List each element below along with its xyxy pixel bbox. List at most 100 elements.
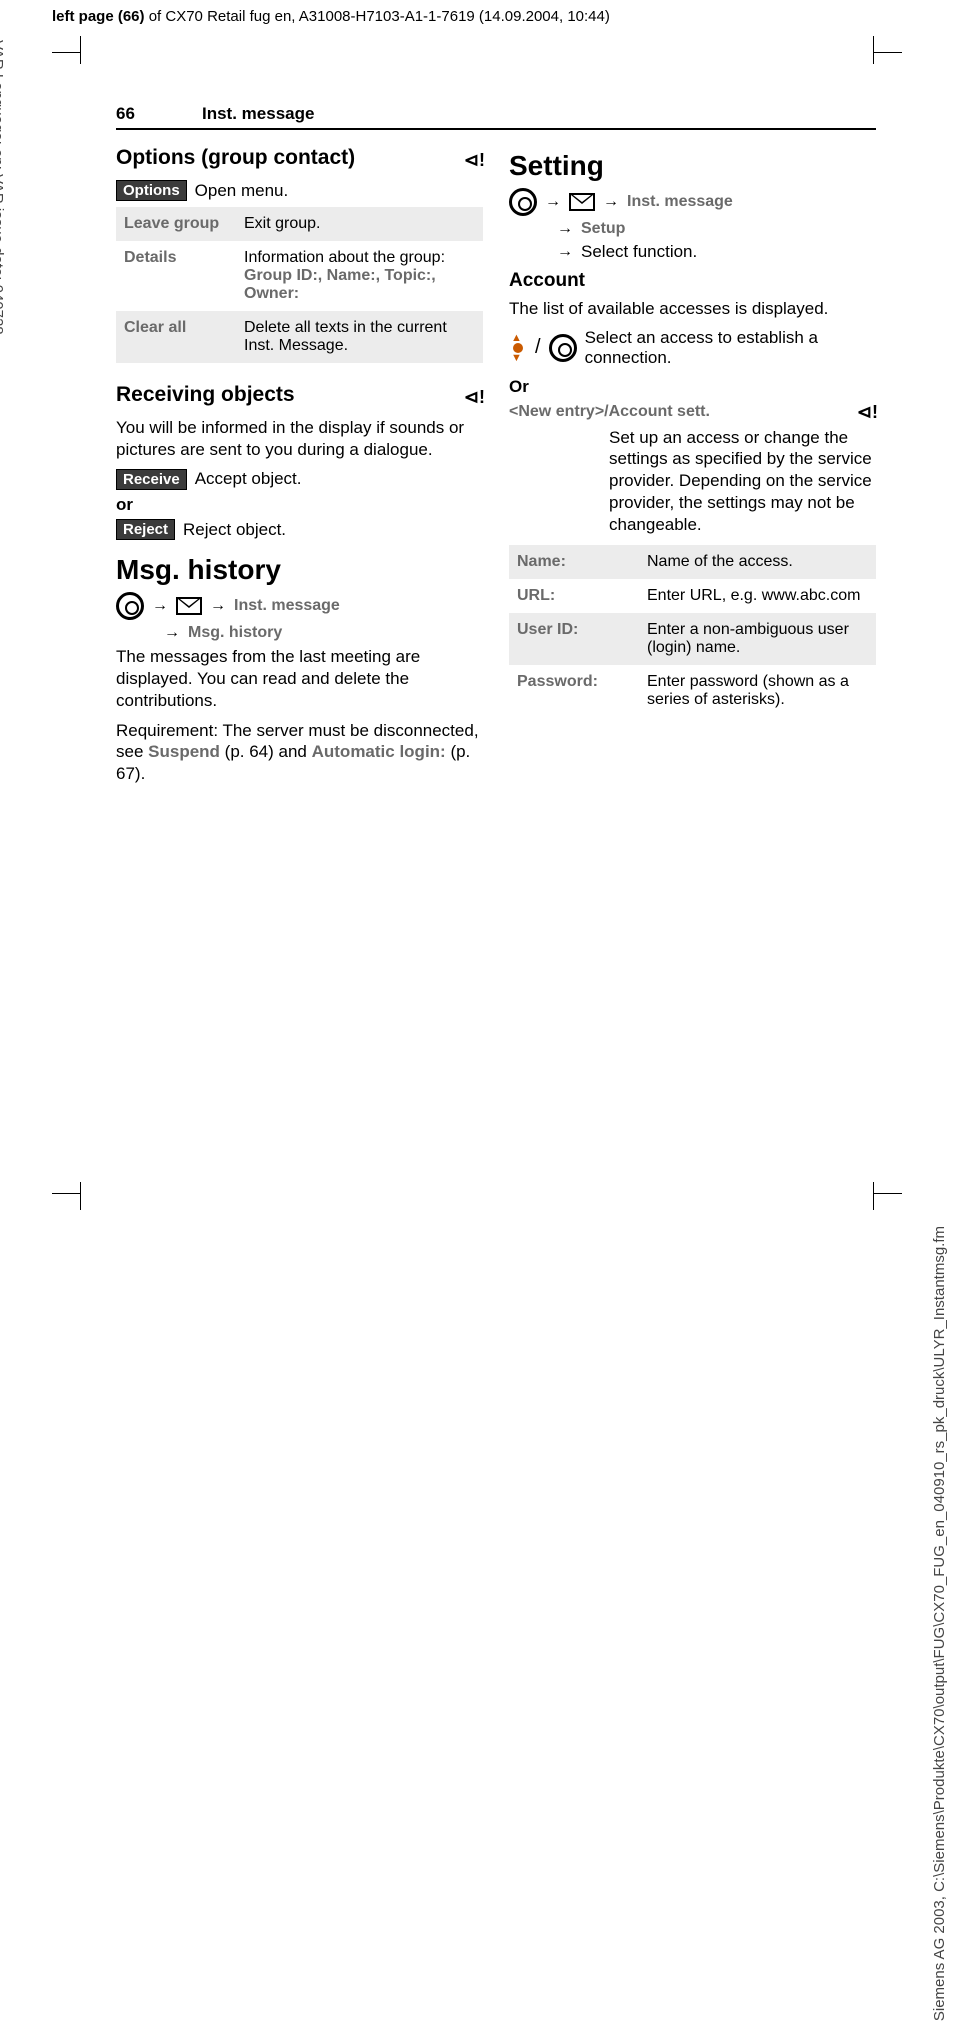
nav-path-row: → → Inst. message xyxy=(116,592,483,620)
nav-path-row: → → Inst. message xyxy=(509,188,876,216)
table-row: Leave group Exit group. xyxy=(116,207,483,241)
service-provider-icon xyxy=(464,387,483,408)
arrow-icon: → xyxy=(557,220,573,238)
doc-header: left page (66) of CX70 Retail fug en, A3… xyxy=(52,8,610,25)
page-number: 66 xyxy=(116,104,202,124)
msg-history-p1: The messages from the last meeting are d… xyxy=(116,646,483,711)
page-header-bar: 66 Inst. message xyxy=(116,104,876,130)
envelope-icon xyxy=(176,597,202,615)
right-column: Setting → → Inst. message → Setup → Sele… xyxy=(509,144,876,793)
opt-val: Information about the group: Group ID:, … xyxy=(236,241,483,311)
heading-msg-history: Msg. history xyxy=(116,554,483,586)
arrow-icon: → xyxy=(557,243,573,261)
nav-setup: Setup xyxy=(581,220,625,238)
sett-val: Name of the access. xyxy=(639,545,876,579)
table-row: URL: Enter URL, e.g. www.abc.com xyxy=(509,579,876,613)
opt-val: Exit group. xyxy=(236,207,483,241)
open-menu-text: Open menu. xyxy=(195,181,289,201)
envelope-icon xyxy=(569,193,595,211)
sett-key: User ID: xyxy=(509,613,639,665)
or-text: or xyxy=(116,494,483,516)
sett-val: Enter a non-ambiguous user (login) name. xyxy=(639,613,876,665)
sett-val: Enter password (shown as a series of ast… xyxy=(639,665,876,717)
arrow-icon: → xyxy=(152,597,168,615)
table-row: Clear all Delete all texts in the curren… xyxy=(116,311,483,363)
heading-setting: Setting xyxy=(509,150,876,182)
table-row: Password: Enter password (shown as a ser… xyxy=(509,665,876,717)
heading-options-group: Options (group contact) xyxy=(116,146,355,170)
receiving-text: You will be informed in the display if s… xyxy=(116,417,483,461)
softkey-receive: Receive xyxy=(116,469,187,490)
side-text-right: Siemens AG 2003, C:\Siemens\Produkte\CX7… xyxy=(931,1226,948,2021)
arrow-icon: → xyxy=(603,193,619,211)
newentry-text: Set up an access or change the settings … xyxy=(609,427,876,536)
sett-val: Enter URL, e.g. www.abc.com xyxy=(639,579,876,613)
crop-mark xyxy=(873,36,874,64)
opt-key: Clear all xyxy=(116,311,236,363)
heading-row: Receiving objects xyxy=(116,381,483,413)
columns: Options (group contact) Options Open men… xyxy=(116,144,876,793)
page-title: Inst. message xyxy=(202,104,314,124)
crop-mark xyxy=(873,1182,874,1210)
nav-path-row: → Msg. history xyxy=(164,624,483,642)
newentry-label: <New entry>/Account sett. xyxy=(509,403,710,421)
updown-icon xyxy=(509,336,527,360)
reject-row: Reject Reject object. xyxy=(116,519,483,540)
service-provider-icon xyxy=(464,150,483,171)
newentry-row: <New entry>/Account sett. xyxy=(509,402,876,423)
nav-inst: Inst. message xyxy=(627,193,733,211)
opt-key: Leave group xyxy=(116,207,236,241)
sett-key: Password: xyxy=(509,665,639,717)
or-text: Or xyxy=(509,376,876,398)
content-area: 66 Inst. message Options (group contact)… xyxy=(116,104,876,793)
arrow-icon: → xyxy=(164,624,180,642)
opt-key: Details xyxy=(116,241,236,311)
opt-val-sub: Group ID:, Name:, Topic:, Owner: xyxy=(244,267,436,302)
doc-header-bold: left page (66) xyxy=(52,8,145,25)
table-row: Name: Name of the access. xyxy=(509,545,876,579)
settings-table: Name: Name of the access. URL: Enter URL… xyxy=(509,545,876,717)
arrow-icon: → xyxy=(545,193,561,211)
nav-inst: Inst. message xyxy=(234,597,340,615)
crop-mark xyxy=(80,36,81,64)
heading-row: Options (group contact) xyxy=(116,144,483,176)
select-row: / Select an access to establish a connec… xyxy=(509,328,876,368)
crop-mark xyxy=(80,1182,81,1210)
service-provider-icon xyxy=(857,402,876,423)
softkey-options: Options xyxy=(116,180,187,201)
heading-receiving: Receiving objects xyxy=(116,383,295,407)
doc-header-rest: of CX70 Retail fug en, A31008-H7103-A1-1… xyxy=(145,8,610,25)
page: left page (66) of CX70 Retail fug en, A3… xyxy=(0,0,954,1246)
nav-select: Select function. xyxy=(581,242,697,262)
select-text: Select an access to establish a connecti… xyxy=(585,328,876,368)
navkey-icon xyxy=(116,592,144,620)
softkey-reject: Reject xyxy=(116,519,175,540)
options-open-row: Options Open menu. xyxy=(116,180,483,201)
crop-mark xyxy=(52,1193,80,1194)
receive-text: Accept object. xyxy=(195,469,302,489)
nav-hist: Msg. history xyxy=(188,624,282,642)
heading-account: Account xyxy=(509,270,876,292)
sett-key: Name: xyxy=(509,545,639,579)
msg-p2-d: Automatic login: xyxy=(312,742,446,761)
left-column: Options (group contact) Options Open men… xyxy=(116,144,483,793)
reject-text: Reject object. xyxy=(183,520,286,540)
navkey-icon xyxy=(509,188,537,216)
msg-history-p2: Requirement: The server must be disconne… xyxy=(116,720,483,785)
opt-val: Delete all texts in the current Inst. Me… xyxy=(236,311,483,363)
nav-path-row: → Setup xyxy=(557,220,876,238)
receive-row: Receive Accept object. xyxy=(116,469,483,490)
account-intro: The list of available accesses is displa… xyxy=(509,298,876,320)
crop-mark xyxy=(874,52,902,53)
table-row: User ID: Enter a non-ambiguous user (log… xyxy=(509,613,876,665)
sett-key: URL: xyxy=(509,579,639,613)
slash: / xyxy=(535,336,541,359)
navkey-icon xyxy=(549,334,577,362)
side-text-left: VAR Language: en; VAR issue date: 040728 xyxy=(0,40,6,335)
msg-p2-c: (p. 64) and xyxy=(220,742,312,761)
table-row: Details Information about the group: Gro… xyxy=(116,241,483,311)
options-table: Leave group Exit group. Details Informat… xyxy=(116,207,483,363)
nav-path-row: → Select function. xyxy=(557,242,876,262)
opt-val-text: Information about the group: xyxy=(244,249,445,266)
arrow-icon: → xyxy=(210,597,226,615)
